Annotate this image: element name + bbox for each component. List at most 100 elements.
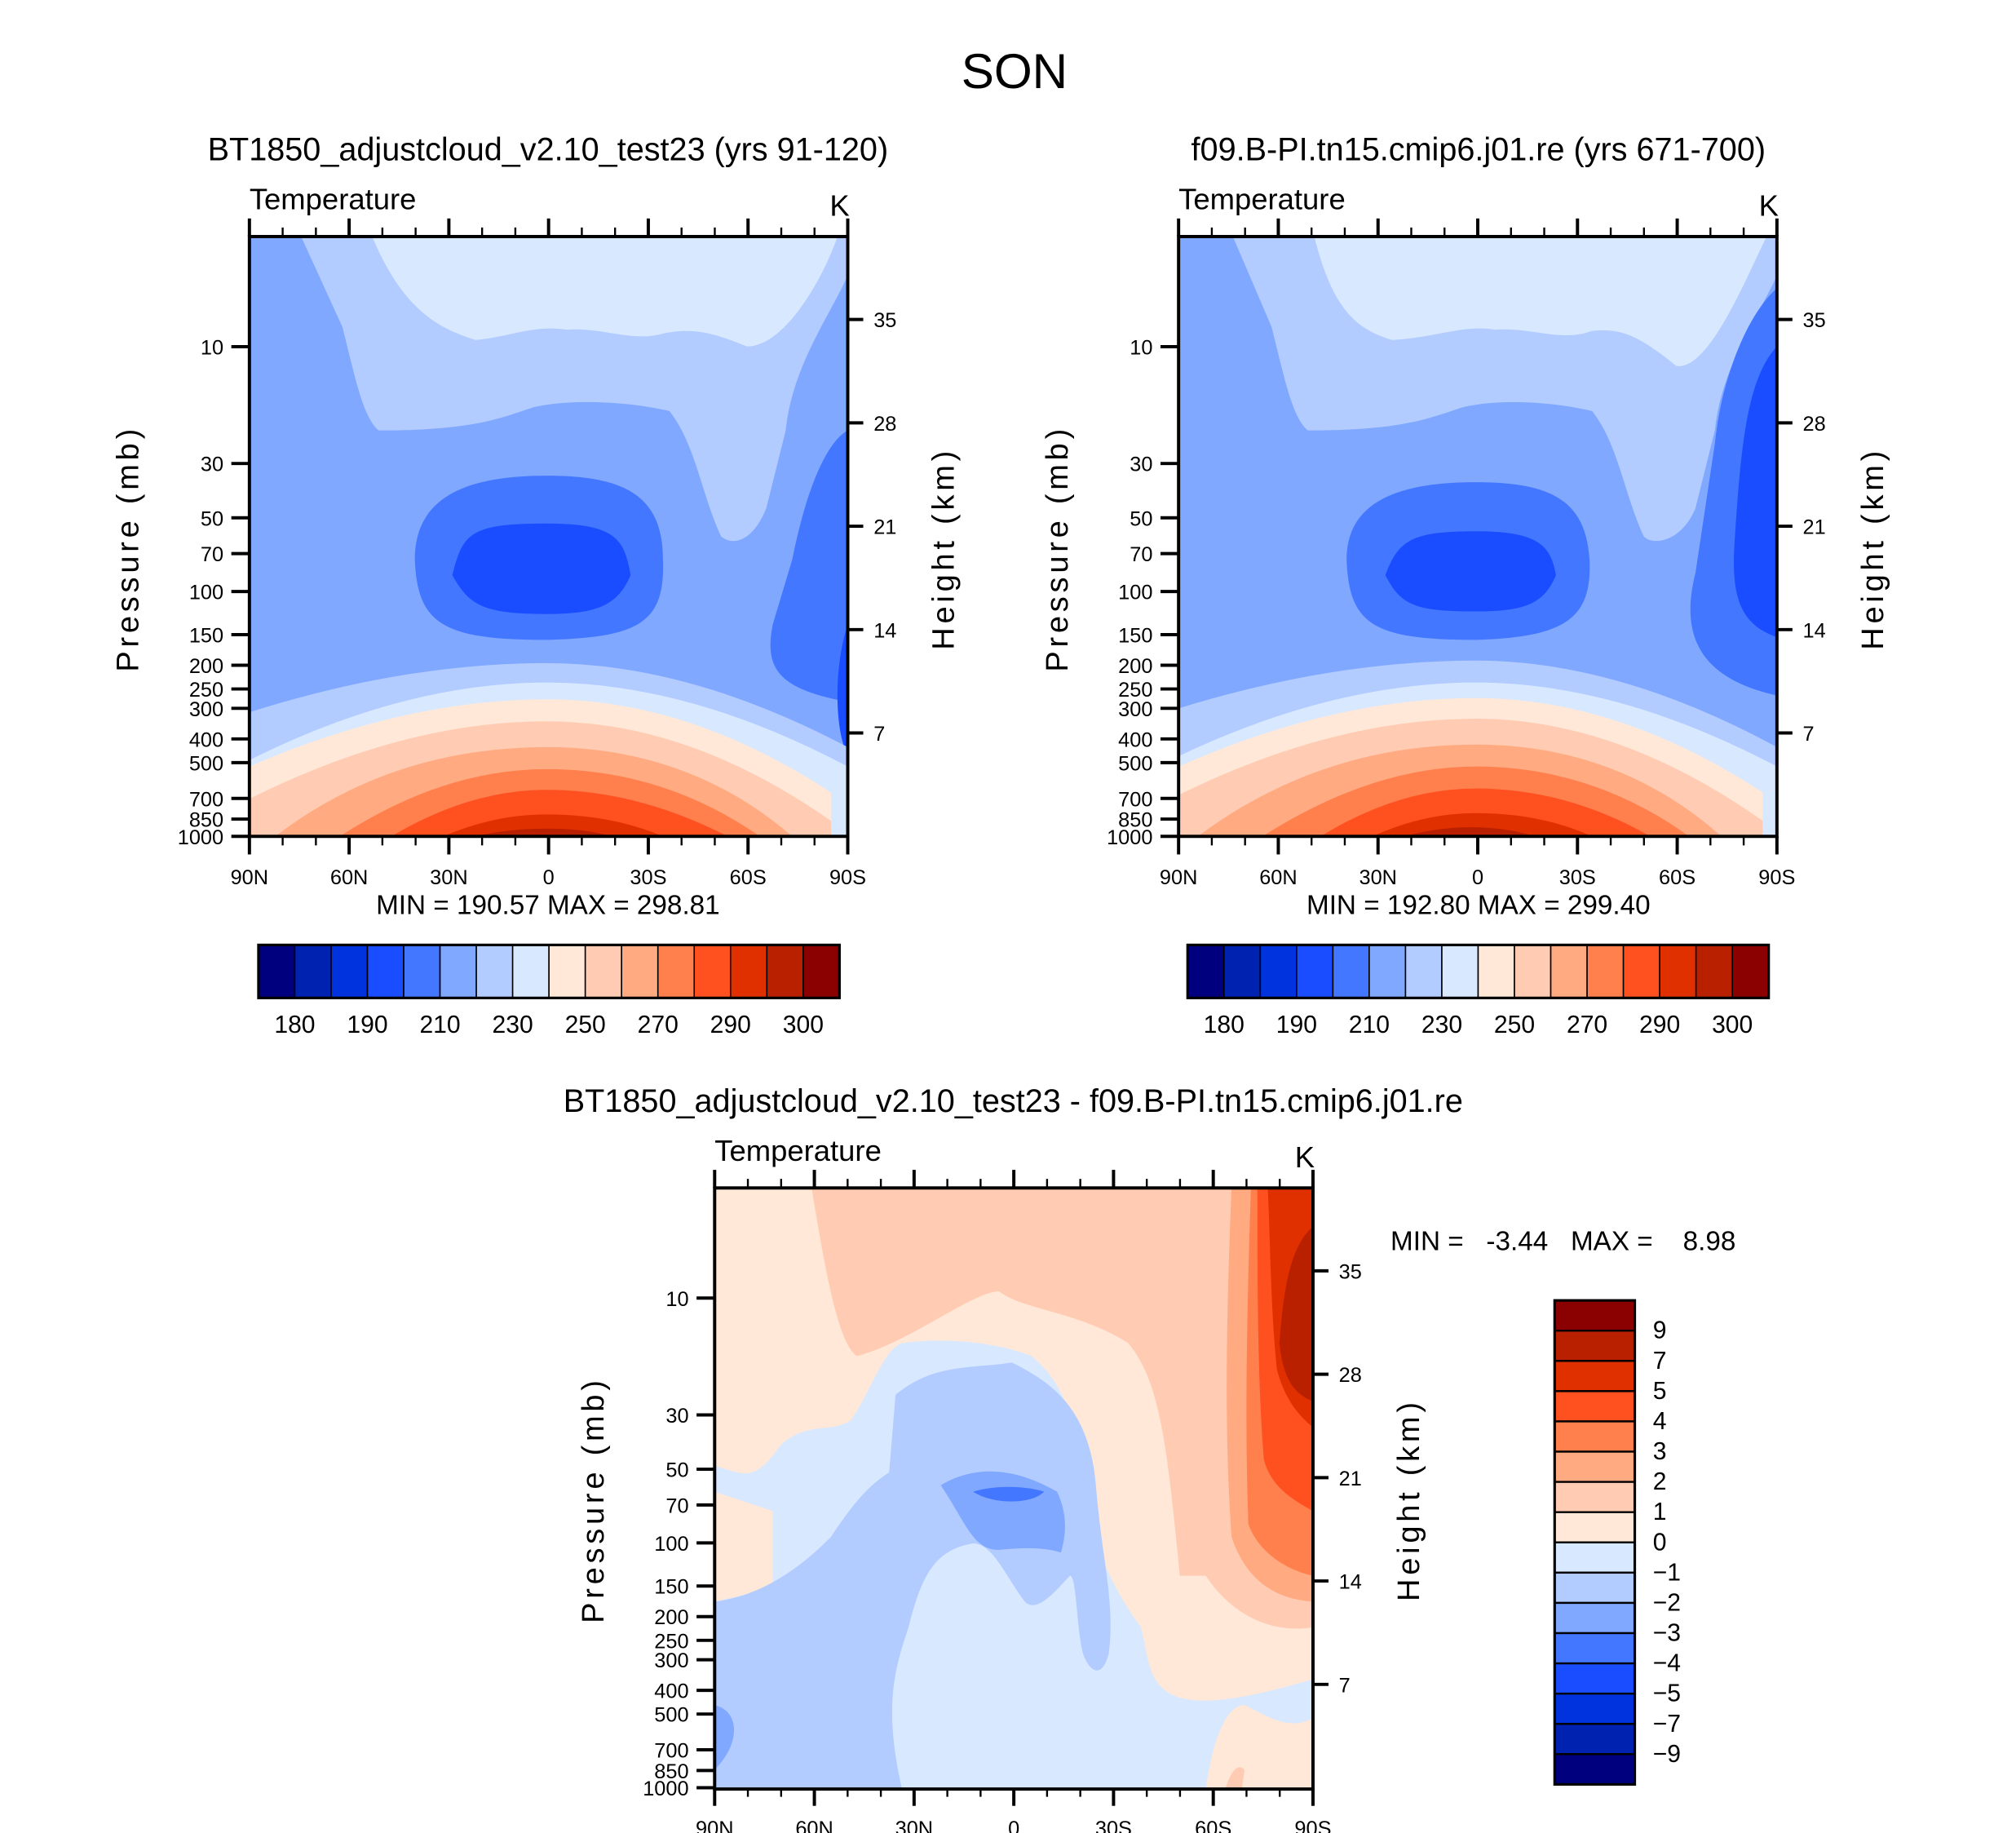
colorbar-box	[403, 944, 441, 999]
y-right-tick-label: 7	[1803, 723, 1815, 746]
colorbar-box	[1554, 1420, 1636, 1453]
x-tick-label: 90N	[231, 866, 269, 889]
colorbar-box	[1554, 1450, 1636, 1483]
x-tick-label: 90S	[1294, 1818, 1331, 1833]
colorbar-box	[439, 944, 477, 999]
y-tick-label: 200	[189, 655, 223, 678]
y-right-axis-label: Height (km)	[1856, 447, 1890, 650]
y-tick-label: 70	[201, 543, 223, 566]
units-label: K	[829, 189, 849, 223]
x-tick-label: 90N	[696, 1818, 734, 1833]
colorbar-box	[1554, 1511, 1636, 1543]
colorbar-label: 290	[710, 1012, 751, 1038]
y-tick-label: 200	[1118, 655, 1152, 678]
colorbar-box	[294, 944, 332, 999]
y-tick-label: 70	[1130, 543, 1152, 566]
colorbar-label: 300	[1712, 1012, 1753, 1038]
y-tick-label: 150	[1118, 624, 1152, 647]
colorbar-box	[1404, 944, 1443, 999]
y-tick-label: 250	[654, 1630, 688, 1653]
colorbar-box	[511, 944, 550, 999]
x-tick-label: 30S	[1559, 866, 1596, 889]
y-tick-label: 250	[1118, 679, 1152, 702]
y-tick-label: 850	[654, 1760, 688, 1783]
colorbar-label: 180	[274, 1012, 315, 1038]
y-tick-label: 700	[654, 1740, 688, 1763]
colorbar-box	[330, 944, 369, 999]
colorbar-label: 270	[1567, 1012, 1607, 1038]
colorbar-label: 250	[1494, 1012, 1535, 1038]
colorbar-label: 270	[638, 1012, 679, 1038]
y-tick-label: 500	[654, 1704, 688, 1727]
y-tick-label: 100	[654, 1533, 688, 1556]
colorbar-frame	[257, 943, 841, 999]
colorbar-label: 250	[565, 1012, 606, 1038]
colorbar-label: 5	[1653, 1378, 1667, 1405]
x-tick-label: 60N	[795, 1818, 833, 1833]
x-tick-label: 30N	[895, 1818, 934, 1833]
colorbar-box	[1554, 1753, 1636, 1786]
contour-field-3	[714, 1188, 1313, 1788]
colorbar-label: 0	[1653, 1529, 1667, 1556]
x-tick-label: 30N	[1359, 866, 1396, 889]
y-tick-label: 300	[654, 1649, 688, 1672]
colorbar-label: −1	[1653, 1559, 1681, 1586]
colorbar-box	[1695, 944, 1733, 999]
colorbar-label: 7	[1653, 1348, 1667, 1375]
colorbar-box	[802, 944, 841, 999]
colorbar-box	[1368, 944, 1407, 999]
y-tick-label: 50	[201, 507, 223, 530]
colorbar-label: 190	[1276, 1012, 1317, 1038]
colorbar-label: 300	[783, 1012, 824, 1038]
colorbar-label: 190	[347, 1012, 387, 1038]
y-right-axis-label: Height (km)	[1392, 1398, 1426, 1601]
colorbar-box	[1222, 944, 1262, 999]
panel-1: BT1850_adjustcloud_v2.10_test23 (yrs 91-…	[112, 132, 962, 1039]
y-tick-label: 400	[654, 1680, 688, 1703]
colorbar-box	[693, 944, 732, 999]
colorbar-box	[729, 944, 768, 999]
colorbar-label: 180	[1204, 1012, 1245, 1038]
colorbar-box	[1554, 1571, 1636, 1605]
colorbar-frame	[1186, 943, 1771, 999]
y-axis-label: Pressure (mb)	[577, 1376, 611, 1623]
y-right-tick-label: 28	[873, 413, 896, 436]
colorbar-label: 210	[419, 1012, 460, 1038]
y-axis-label: Pressure (mb)	[112, 425, 146, 672]
y-right-tick-label: 14	[873, 619, 896, 642]
colorbar-box	[1731, 944, 1770, 999]
y-tick-label: 30	[665, 1405, 688, 1428]
min-max-3: MIN = -3.44 MAX = 8.98	[1390, 1226, 1735, 1256]
colorbar-box	[1332, 944, 1370, 999]
colorbar-box	[1554, 1601, 1636, 1635]
colorbar-box	[1554, 1390, 1636, 1423]
colorbar-box	[1554, 1723, 1636, 1756]
colorbar-label: −7	[1653, 1711, 1681, 1738]
colorbar-box	[766, 944, 804, 999]
panel-2: f09.B-PI.tn15.cmip6.j01.re (yrs 671-700)	[1041, 132, 1890, 1039]
x-tick-label: 60N	[1259, 866, 1298, 889]
colorbar-box	[1554, 1481, 1636, 1513]
y-tick-label: 1000	[178, 826, 223, 849]
y-tick-label: 500	[1118, 752, 1152, 775]
y-tick-label: 50	[1130, 507, 1152, 530]
x-tick-label: 60S	[730, 866, 767, 889]
colorbar-label: 9	[1653, 1317, 1667, 1344]
colorbar-box	[1296, 944, 1334, 999]
colorbar-box	[1514, 944, 1552, 999]
colorbar-label: 230	[493, 1012, 533, 1038]
y-tick-label: 700	[1118, 788, 1152, 811]
x-tick-label: 30S	[1095, 1818, 1132, 1833]
x-tick-label: 30S	[630, 866, 666, 889]
x-tick-label: 0	[543, 866, 555, 889]
x-tick-label: 60S	[1195, 1818, 1231, 1833]
y-right-tick-label: 21	[1339, 1468, 1362, 1490]
x-tick-label: 0	[1472, 866, 1483, 889]
colorbar-label: 4	[1653, 1408, 1667, 1435]
contour-field-2	[1178, 236, 1777, 837]
colorbar-box	[1554, 1692, 1636, 1725]
y-tick-label: 30	[1130, 454, 1152, 476]
y-tick-label: 150	[654, 1576, 688, 1599]
colorbar-label: −2	[1653, 1589, 1681, 1616]
colorbar-label: −9	[1653, 1741, 1681, 1768]
